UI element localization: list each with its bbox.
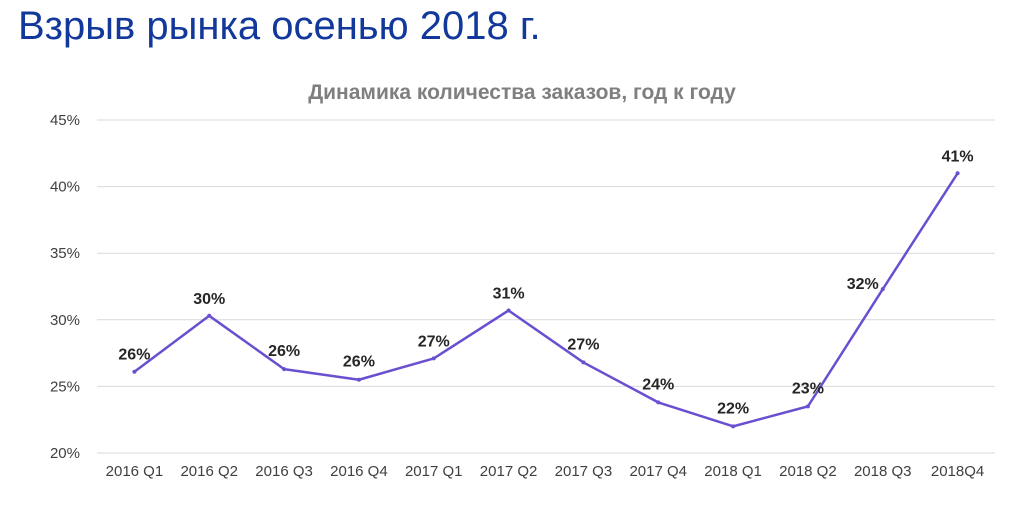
y-tick-label: 25% [50,378,80,395]
data-label: 24% [642,376,674,393]
data-label: 30% [193,291,225,308]
data-label: 32% [847,276,879,293]
x-tick-label: 2018 Q2 [779,463,837,480]
data-point [132,369,137,374]
y-tick-label: 20% [50,445,80,462]
y-tick-label: 35% [50,245,80,262]
data-point [506,308,511,313]
data-point [656,400,661,405]
data-label: 26% [343,354,375,371]
x-tick-label: 2017 Q2 [480,463,538,480]
data-point [431,356,436,361]
data-label: 26% [268,343,300,360]
x-tick-label: 2018 Q3 [854,463,912,480]
data-label: 22% [717,400,749,417]
data-point [356,377,361,382]
y-tick-label: 30% [50,312,80,329]
data-label: 26% [118,347,150,364]
slide-title: Взрыв рынка осенью 2018 г. [18,4,541,48]
data-point [805,404,810,409]
y-tick-label: 45% [50,112,80,129]
x-axis: 2016 Q1 2016 Q2 2016 Q3 2016 Q4 2017 Q1 2017 … [106,463,985,480]
data-label: 31% [493,285,525,302]
data-point [207,313,212,318]
x-tick-label: 2017 Q3 [555,463,613,480]
y-axis: 20% 25% 30% 35% 40% 45% [50,112,80,462]
x-tick-label: 2018 Q1 [704,463,762,480]
data-point [581,360,586,365]
x-tick-label: 2016 Q1 [106,463,164,480]
data-point [880,287,885,292]
x-tick-label: 2016 Q4 [330,463,388,480]
x-tick-label: 2018Q4 [931,463,984,480]
chart-title: Динамика количества заказов, год к году [308,81,736,104]
gridlines [97,119,995,454]
x-tick-label: 2016 Q3 [255,463,313,480]
x-tick-label: 2016 Q2 [180,463,238,480]
data-point [955,171,960,176]
x-tick-label: 2017 Q4 [629,463,687,480]
series-layer [132,171,960,429]
data-label: 41% [942,148,974,165]
data-label: 27% [567,336,599,353]
data-label: 23% [792,380,824,397]
y-tick-label: 40% [50,179,80,196]
x-tick-label: 2017 Q1 [405,463,463,480]
data-point [282,367,287,372]
data-label: 27% [418,333,450,350]
data-labels: 26% 30% 26% 26% 27% 31% 27% 24% 22% 23% 32% 41% [118,148,973,417]
data-point [731,424,736,429]
series-line [133,172,959,428]
